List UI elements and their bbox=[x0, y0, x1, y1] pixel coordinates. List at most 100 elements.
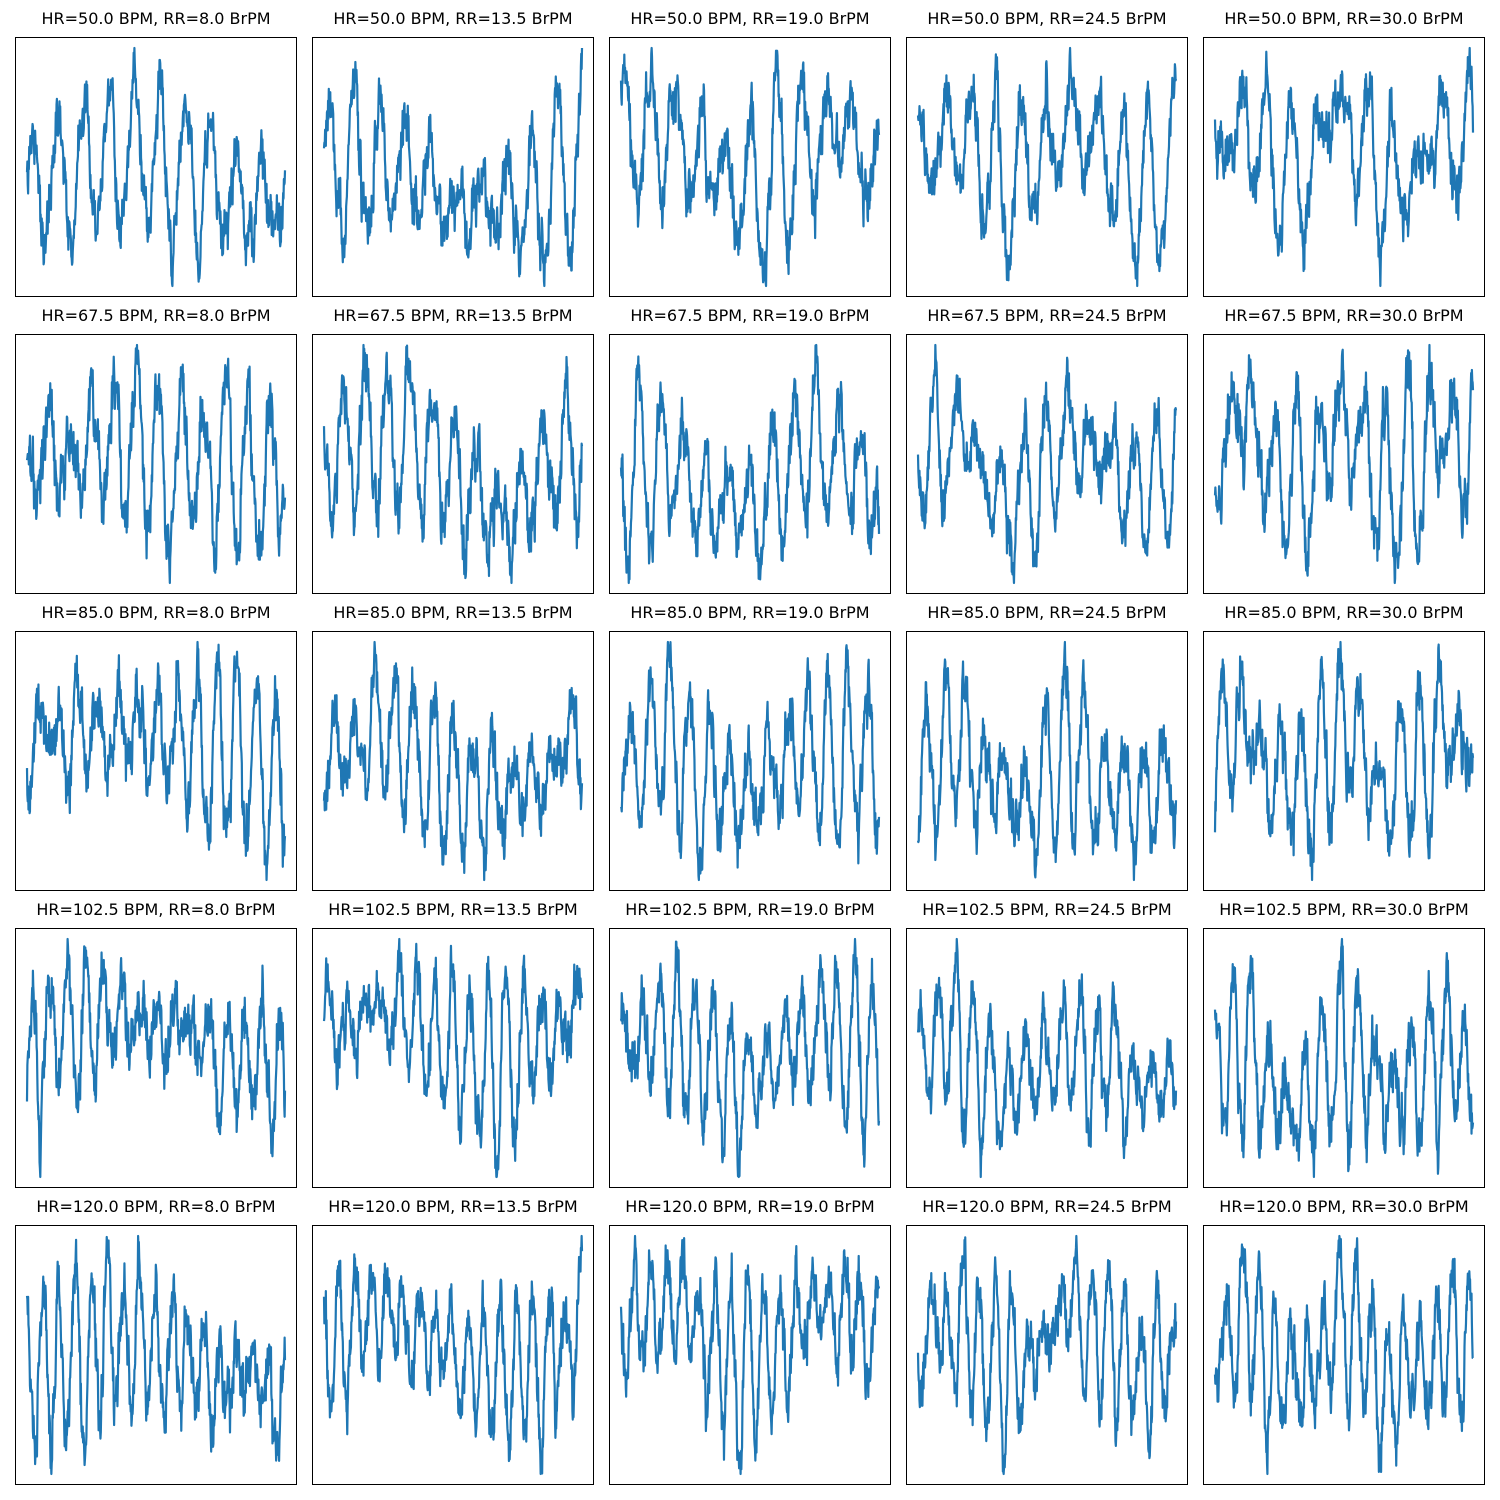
subplot-title: HR=85.0 BPM, RR=24.5 BrPM bbox=[927, 603, 1167, 622]
subplot-title: HR=50.0 BPM, RR=8.0 BrPM bbox=[41, 9, 271, 28]
subplot-title: HR=67.5 BPM, RR=30.0 BrPM bbox=[1224, 306, 1464, 325]
signal-line bbox=[916, 1234, 1178, 1476]
subplot-title: HR=120.0 BPM, RR=24.5 BrPM bbox=[922, 1197, 1172, 1216]
subplot: HR=50.0 BPM, RR=8.0 BrPM bbox=[15, 9, 297, 297]
subplot: HR=67.5 BPM, RR=30.0 BrPM bbox=[1203, 306, 1485, 594]
axes-frame bbox=[609, 1225, 891, 1485]
axes-frame bbox=[609, 37, 891, 297]
axes-frame bbox=[609, 631, 891, 891]
plot-area bbox=[15, 334, 297, 594]
subplot: HR=85.0 BPM, RR=13.5 BrPM bbox=[312, 603, 594, 891]
signal-line bbox=[1213, 343, 1475, 585]
subplot: HR=85.0 BPM, RR=30.0 BrPM bbox=[1203, 603, 1485, 891]
subplot-title: HR=85.0 BPM, RR=8.0 BrPM bbox=[41, 603, 271, 622]
subplot-title: HR=102.5 BPM, RR=13.5 BrPM bbox=[328, 900, 578, 919]
axes-frame bbox=[1203, 1225, 1485, 1485]
plot-area bbox=[609, 631, 891, 891]
subplot: HR=102.5 BPM, RR=24.5 BrPM bbox=[906, 900, 1188, 1188]
signal-line bbox=[619, 1234, 881, 1476]
signal-line bbox=[322, 343, 584, 585]
plot-area bbox=[15, 631, 297, 891]
signal-line bbox=[25, 46, 287, 288]
subplot: HR=50.0 BPM, RR=24.5 BrPM bbox=[906, 9, 1188, 297]
axes-frame bbox=[906, 334, 1188, 594]
signal-line bbox=[1213, 640, 1475, 882]
subplot-title: HR=85.0 BPM, RR=19.0 BrPM bbox=[630, 603, 870, 622]
subplot: HR=67.5 BPM, RR=19.0 BrPM bbox=[609, 306, 891, 594]
signal-line bbox=[1213, 46, 1475, 288]
plot-area bbox=[312, 37, 594, 297]
subplot-title: HR=120.0 BPM, RR=8.0 BrPM bbox=[36, 1197, 276, 1216]
subplot-title: HR=85.0 BPM, RR=30.0 BrPM bbox=[1224, 603, 1464, 622]
axes-frame bbox=[609, 928, 891, 1188]
subplot-title: HR=67.5 BPM, RR=19.0 BrPM bbox=[630, 306, 870, 325]
axes-frame bbox=[15, 37, 297, 297]
plot-area bbox=[609, 37, 891, 297]
axes-frame bbox=[906, 1225, 1188, 1485]
subplot-title: HR=67.5 BPM, RR=13.5 BrPM bbox=[333, 306, 573, 325]
signal-line bbox=[619, 46, 881, 288]
signal-line bbox=[25, 937, 287, 1179]
axes-frame bbox=[312, 37, 594, 297]
axes-frame bbox=[1203, 334, 1485, 594]
subplot: HR=102.5 BPM, RR=19.0 BrPM bbox=[609, 900, 891, 1188]
subplot: HR=102.5 BPM, RR=8.0 BrPM bbox=[15, 900, 297, 1188]
signal-line bbox=[916, 46, 1178, 288]
subplot: HR=120.0 BPM, RR=19.0 BrPM bbox=[609, 1197, 891, 1485]
subplot: HR=85.0 BPM, RR=24.5 BrPM bbox=[906, 603, 1188, 891]
axes-frame bbox=[312, 334, 594, 594]
subplot-title: HR=50.0 BPM, RR=24.5 BrPM bbox=[927, 9, 1167, 28]
axes-frame bbox=[1203, 928, 1485, 1188]
signal-line bbox=[916, 640, 1178, 882]
subplot: HR=85.0 BPM, RR=19.0 BrPM bbox=[609, 603, 891, 891]
subplot: HR=85.0 BPM, RR=8.0 BrPM bbox=[15, 603, 297, 891]
plot-area bbox=[312, 334, 594, 594]
signal-line bbox=[25, 640, 287, 882]
plot-area bbox=[15, 928, 297, 1188]
axes-frame bbox=[312, 928, 594, 1188]
signal-line bbox=[619, 640, 881, 882]
plot-area bbox=[609, 928, 891, 1188]
plot-area bbox=[1203, 1225, 1485, 1485]
signal-line bbox=[322, 640, 584, 882]
axes-frame bbox=[15, 1225, 297, 1485]
plot-area bbox=[609, 334, 891, 594]
axes-frame bbox=[312, 1225, 594, 1485]
subplot-title: HR=120.0 BPM, RR=13.5 BrPM bbox=[328, 1197, 578, 1216]
plot-area bbox=[312, 1225, 594, 1485]
signal-line bbox=[916, 343, 1178, 585]
subplot-title: HR=102.5 BPM, RR=30.0 BrPM bbox=[1219, 900, 1469, 919]
subplot: HR=120.0 BPM, RR=13.5 BrPM bbox=[312, 1197, 594, 1485]
plot-area bbox=[906, 928, 1188, 1188]
plot-area bbox=[1203, 928, 1485, 1188]
signal-line bbox=[25, 1234, 287, 1476]
signal-line bbox=[619, 343, 881, 585]
subplot: HR=67.5 BPM, RR=13.5 BrPM bbox=[312, 306, 594, 594]
signal-line bbox=[25, 343, 287, 585]
subplot-title: HR=102.5 BPM, RR=8.0 BrPM bbox=[36, 900, 276, 919]
subplot: HR=102.5 BPM, RR=30.0 BrPM bbox=[1203, 900, 1485, 1188]
subplot-title: HR=67.5 BPM, RR=24.5 BrPM bbox=[927, 306, 1167, 325]
subplot: HR=50.0 BPM, RR=13.5 BrPM bbox=[312, 9, 594, 297]
subplot: HR=50.0 BPM, RR=19.0 BrPM bbox=[609, 9, 891, 297]
plot-area bbox=[1203, 334, 1485, 594]
signal-line bbox=[916, 937, 1178, 1179]
subplot: HR=120.0 BPM, RR=30.0 BrPM bbox=[1203, 1197, 1485, 1485]
signal-line bbox=[322, 47, 584, 288]
plot-area bbox=[609, 1225, 891, 1485]
plot-area bbox=[15, 37, 297, 297]
subplot: HR=50.0 BPM, RR=30.0 BrPM bbox=[1203, 9, 1485, 297]
subplot-title: HR=67.5 BPM, RR=8.0 BrPM bbox=[41, 306, 271, 325]
axes-frame bbox=[906, 928, 1188, 1188]
axes-frame bbox=[15, 928, 297, 1188]
signal-line bbox=[322, 937, 584, 1179]
signal-line bbox=[322, 1234, 584, 1476]
subplot-title: HR=102.5 BPM, RR=24.5 BrPM bbox=[922, 900, 1172, 919]
subplot-title: HR=85.0 BPM, RR=13.5 BrPM bbox=[333, 603, 573, 622]
axes-frame bbox=[609, 334, 891, 594]
subplot: HR=102.5 BPM, RR=13.5 BrPM bbox=[312, 900, 594, 1188]
plot-area bbox=[906, 1225, 1188, 1485]
axes-frame bbox=[906, 37, 1188, 297]
subplot-title: HR=102.5 BPM, RR=19.0 BrPM bbox=[625, 900, 875, 919]
